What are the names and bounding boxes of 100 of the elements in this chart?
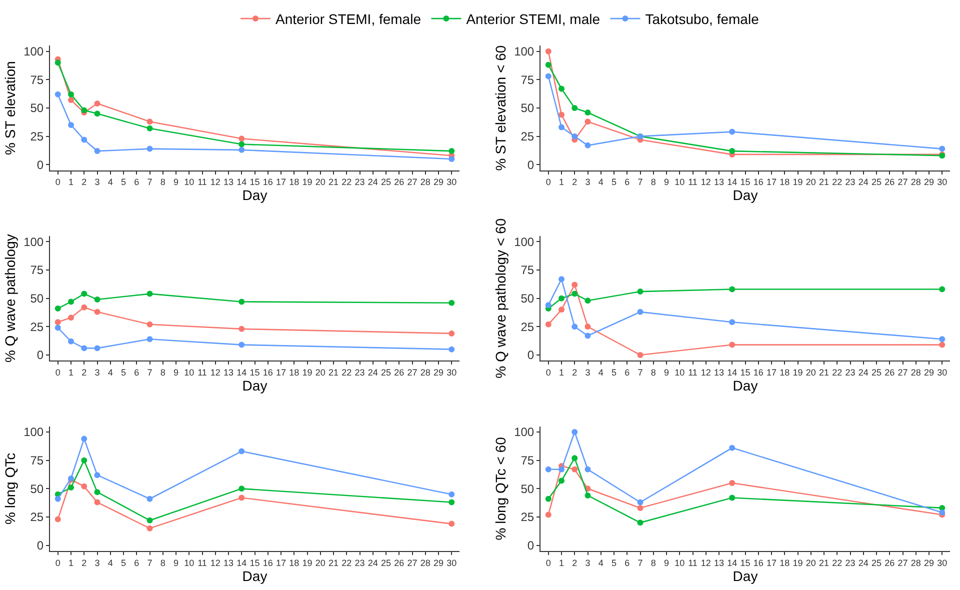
x-tick-label: 11 [688, 367, 698, 378]
x-tick-label: 7 [638, 558, 643, 568]
x-tick-label: 8 [160, 558, 166, 568]
point [729, 286, 736, 292]
x-tick-label: 19 [302, 558, 312, 568]
x-tick-label: 0 [55, 558, 60, 568]
point [94, 499, 100, 506]
point [572, 455, 578, 462]
y-tick-label: 50 [30, 101, 44, 116]
point [54, 91, 61, 98]
point [81, 436, 88, 442]
x-tick-label: 3 [585, 367, 590, 378]
point [545, 62, 552, 68]
y-tick-label: 25 [30, 320, 44, 334]
point [94, 110, 100, 117]
y-axis-title: % long QTc < 60 [492, 436, 509, 540]
point [68, 314, 74, 321]
x-tick-label: 18 [289, 177, 300, 188]
x-tick-label: 5 [120, 177, 126, 188]
x-tick-label: 11 [688, 558, 698, 568]
x-tick-label: 23 [845, 367, 856, 378]
point [238, 326, 245, 332]
point [729, 494, 736, 501]
x-tick-label: 29 [924, 177, 934, 188]
y-tick-label: 75 [520, 454, 534, 468]
y-tick-label: 0 [36, 538, 44, 553]
x-tick-label: 6 [624, 367, 630, 378]
x-axis-title: Day [242, 568, 268, 584]
x-tick-label: 19 [792, 558, 803, 568]
point [637, 352, 644, 358]
x-tick-label: 15 [250, 367, 260, 378]
x-tick-label: 21 [328, 558, 339, 568]
x-tick-label: 27 [898, 367, 908, 378]
point [939, 286, 946, 292]
x-tick-label: 8 [650, 558, 656, 568]
x-tick-label: 13 [714, 177, 724, 188]
point [68, 97, 74, 104]
y-tick-label: 75 [520, 263, 534, 278]
y-tick-label: 50 [520, 482, 534, 496]
x-tick-label: 4 [598, 558, 604, 568]
point [238, 486, 245, 492]
x-tick-label: 17 [766, 558, 777, 568]
y-axis-title: % long QTc [2, 452, 18, 524]
x-tick-label: 15 [740, 367, 750, 378]
x-tick-label: 9 [173, 367, 179, 378]
x-tick-label: 20 [315, 558, 326, 568]
x-tick-label: 17 [766, 367, 777, 378]
y-tick-label: 0 [527, 348, 534, 362]
x-tick-label: 30 [937, 177, 948, 188]
x-tick-label: 23 [354, 558, 365, 568]
point [54, 319, 61, 326]
x-tick-label: 29 [924, 558, 934, 568]
legend-label: Anterior STEMI, female [276, 11, 422, 28]
x-tick-label: 22 [342, 367, 352, 378]
x-tick-label: 2 [82, 558, 87, 568]
x-tick-label: 18 [780, 367, 790, 378]
point [94, 345, 100, 352]
x-tick-label: 9 [173, 177, 179, 188]
x-tick-label: 28 [910, 367, 921, 378]
x-axis-title: Day [732, 187, 758, 204]
y-tick-label: 25 [30, 510, 44, 524]
point [94, 489, 100, 496]
x-tick-label: 21 [328, 367, 339, 378]
x-tick-label: 28 [420, 367, 430, 378]
x-tick-label: 8 [650, 177, 656, 188]
x-tick-label: 7 [638, 367, 643, 378]
x-tick-label: 15 [250, 558, 260, 568]
point [238, 146, 245, 153]
point [939, 146, 946, 152]
x-tick-label: 5 [611, 177, 617, 188]
point [238, 448, 245, 454]
x-tick-label: 10 [674, 367, 685, 378]
y-tick-label: 50 [30, 482, 44, 496]
point [584, 298, 591, 304]
point [572, 104, 578, 111]
x-tick-label: 24 [368, 558, 378, 568]
point [939, 342, 946, 348]
point [637, 520, 644, 526]
point [94, 472, 100, 478]
x-tick-label: 28 [910, 177, 921, 188]
x-tick-label: 26 [884, 558, 895, 568]
point [545, 302, 552, 308]
x-axis-title: Day [732, 377, 758, 394]
x-tick-label: 1 [558, 367, 564, 378]
point [448, 148, 455, 154]
x-tick-label: 5 [120, 367, 126, 378]
x-tick-label: 4 [598, 367, 604, 378]
point [238, 298, 245, 305]
x-tick-label: 25 [871, 558, 882, 568]
x-tick-label: 4 [108, 367, 113, 378]
x-tick-label: 6 [134, 177, 140, 188]
point [637, 308, 644, 315]
x-tick-label: 21 [818, 177, 830, 188]
x-tick-label: 3 [94, 367, 100, 378]
point [558, 86, 564, 92]
point [238, 342, 245, 348]
point [584, 492, 591, 498]
y-tick-label: 75 [30, 263, 44, 278]
x-tick-label: 25 [871, 367, 882, 378]
x-tick-label: 16 [262, 177, 273, 188]
